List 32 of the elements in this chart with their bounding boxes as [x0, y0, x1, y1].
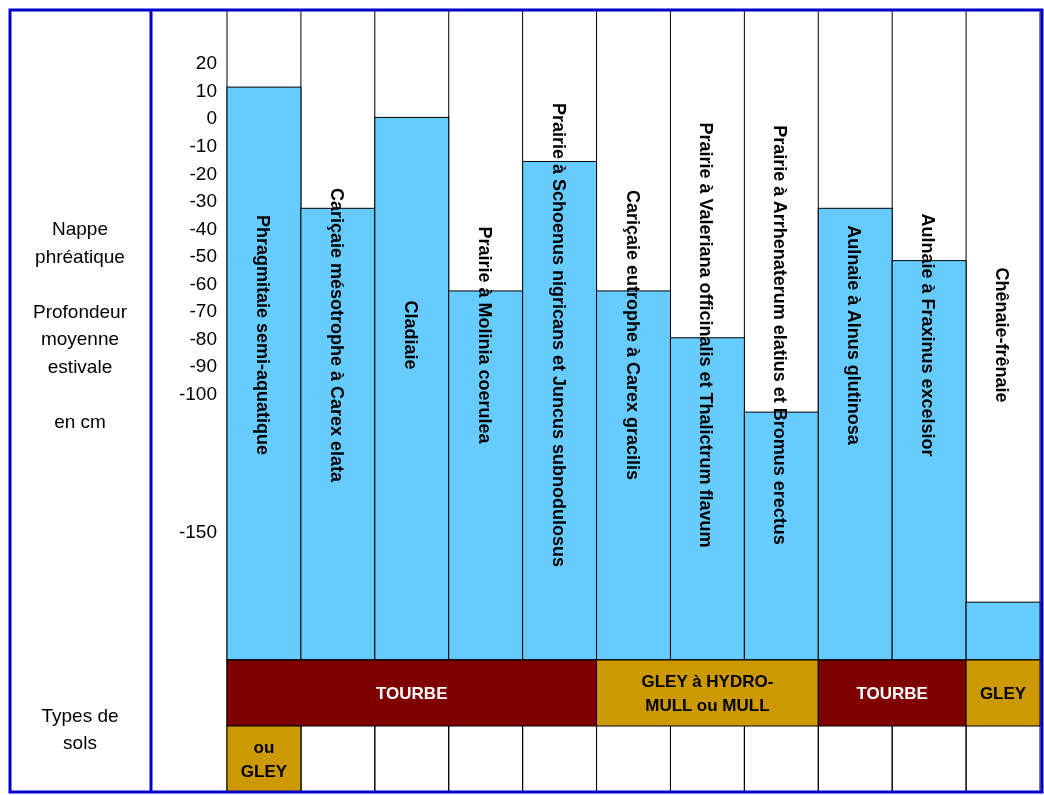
text: ou GLEY	[240, 738, 288, 781]
y-tick-label: -40	[189, 217, 217, 239]
y-tick-label: -150	[178, 520, 217, 542]
x-tick-label: Cariçaie mésotrophe à Carex elata	[326, 187, 347, 484]
text: TOURBE	[376, 684, 448, 703]
x-tick-label: Prairie à Valeriana officinalis et Thalictrum flavum	[696, 122, 717, 548]
y-tick-label: -70	[189, 300, 217, 322]
y-tick-label: -50	[189, 245, 217, 267]
text: Types de sols	[41, 705, 119, 753]
y-tick-label: -10	[189, 134, 217, 156]
x-tick-label: Chênaie-frênaie	[992, 267, 1013, 403]
y-tick-label: -30	[189, 190, 217, 212]
y-tick-label: -20	[189, 162, 217, 184]
x-tick-label: Prairie à Molinia coerulea	[474, 226, 495, 445]
y-tick-label: 20	[195, 52, 217, 74]
x-tick-label: Cariçaie eutrophe à Carex gracilis	[622, 189, 643, 481]
y-tick-label: -80	[189, 327, 217, 349]
y-tick-label: 10	[195, 79, 217, 101]
x-tick-label: Prairie à Schoenus nigricans et Juncus subnodulosus	[548, 102, 569, 568]
y-tick-label: -100	[178, 382, 217, 404]
x-tick-label: Aulnaie à Fraxinus excelsior	[918, 213, 939, 457]
x-tick-label: Prairie à Arrhenaterum elatius et Bromus erectus	[770, 125, 791, 545]
y-tick-label: 0	[206, 107, 217, 129]
text: GLEY	[979, 684, 1027, 703]
x-tick-label: Aulnaie à Alnus glutinosa	[844, 225, 865, 446]
text: GLEY à HYDRO-MULL ou MULL	[641, 672, 774, 715]
y-tick-label: -60	[189, 272, 217, 294]
text: TOURBE	[856, 684, 928, 703]
text: Nappe phréatique Profondeur moyenne estivale en cm	[32, 218, 128, 432]
y-tick-label: -90	[189, 355, 217, 377]
x-tick-label: Cladiaie	[400, 300, 421, 370]
x-tick-label: Phragmitaie semi-aquatique	[252, 214, 273, 456]
